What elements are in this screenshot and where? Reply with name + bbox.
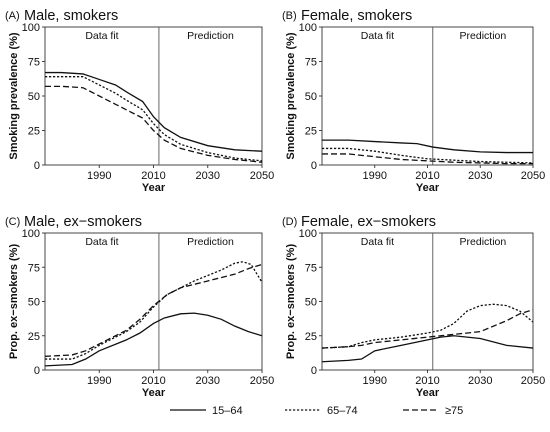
x-tick-label: 1990 xyxy=(363,170,387,182)
x-axis-title: Year xyxy=(142,387,166,399)
y-tick-label: 50 xyxy=(28,297,40,309)
series-line-solid xyxy=(45,71,262,152)
y-tick-label: 0 xyxy=(311,160,317,172)
x-axis-title: Year xyxy=(416,387,440,399)
y-axis-title: Prop. ex−smokers (%) xyxy=(285,244,297,360)
y-tick-label: 25 xyxy=(28,126,40,138)
series-line-solid xyxy=(322,335,533,363)
region-label-prediction: Prediction xyxy=(187,236,234,248)
x-tick-label: 2050 xyxy=(521,170,545,182)
x-tick-label: 2010 xyxy=(415,375,439,387)
panel-title: Male, smokers xyxy=(24,8,118,24)
y-tick-label: 75 xyxy=(305,57,317,69)
x-tick-label: 1990 xyxy=(363,375,387,387)
series-line-dotted xyxy=(322,303,533,349)
y-tick-label: 0 xyxy=(34,160,40,172)
y-tick-label: 0 xyxy=(34,365,40,377)
panel-title: Female, smokers xyxy=(301,8,412,24)
x-axis-title: Year xyxy=(416,182,440,194)
series-line-dotted xyxy=(45,261,262,360)
plot-frame xyxy=(321,232,534,371)
series-line-dotted xyxy=(322,147,533,164)
series-line-dashed xyxy=(45,85,262,163)
x-tick-label: 1990 xyxy=(87,170,111,182)
y-tick-label: 50 xyxy=(305,297,317,309)
legend-label: 15–64 xyxy=(212,405,243,417)
y-tick-label: 75 xyxy=(28,262,40,274)
x-tick-label: 2050 xyxy=(250,375,274,387)
plot-frame xyxy=(44,26,263,166)
series-line-dashed xyxy=(322,309,533,349)
x-tick-label: 2050 xyxy=(521,375,545,387)
y-axis-title: Prop. ex−smokers (%) xyxy=(8,244,20,360)
y-tick-label: 75 xyxy=(28,57,40,69)
legend: 15–64 65–74 ≥75 xyxy=(170,405,463,417)
y-tick-label: 50 xyxy=(305,91,317,103)
series-line-solid xyxy=(322,139,533,154)
x-tick-label: 2010 xyxy=(141,375,165,387)
panel-title: Female, ex−smokers xyxy=(301,214,436,230)
panel-2: (B) Female, smokers Data fit Prediction 0 25 5… xyxy=(282,8,545,194)
panel-4: (D) Female, ex−smokers Data fit Prediction 0… xyxy=(282,214,545,399)
series-line-dashed xyxy=(45,263,262,357)
y-tick-label: 50 xyxy=(28,91,40,103)
y-axis-title: Smoking prevalence (%) xyxy=(8,32,20,159)
y-tick-label: 100 xyxy=(299,22,317,34)
y-tick-label: 25 xyxy=(305,126,317,138)
region-label-prediction: Prediction xyxy=(460,30,507,42)
x-tick-label: 2010 xyxy=(415,170,439,182)
x-tick-label: 2030 xyxy=(196,170,220,182)
legend-label: 65–74 xyxy=(327,405,358,417)
y-tick-label: 100 xyxy=(22,228,40,240)
x-tick-label: 2030 xyxy=(196,375,220,387)
region-label-data-fit: Data fit xyxy=(361,30,394,42)
legend-label: ≥75 xyxy=(445,405,463,417)
y-tick-label: 75 xyxy=(305,262,317,274)
series-line-dotted xyxy=(45,76,262,162)
panel-letter: (C) xyxy=(5,216,20,228)
panel-title: Male, ex−smokers xyxy=(24,214,142,230)
y-tick-label: 100 xyxy=(299,228,317,240)
plot-frame xyxy=(321,26,534,166)
region-label-prediction: Prediction xyxy=(460,236,507,248)
x-tick-label: 2030 xyxy=(468,375,492,387)
x-tick-label: 2050 xyxy=(250,170,274,182)
x-tick-label: 1990 xyxy=(87,375,111,387)
plot-frame xyxy=(44,232,263,371)
region-label-data-fit: Data fit xyxy=(85,30,118,42)
panel-1: (A) Male, smokers Data fit Prediction 0 25 50 7… xyxy=(5,8,274,194)
y-tick-label: 25 xyxy=(305,331,317,343)
region-label-prediction: Prediction xyxy=(187,30,234,42)
x-axis-title: Year xyxy=(142,182,166,194)
panel-letter: (D) xyxy=(282,216,297,228)
x-tick-label: 2010 xyxy=(141,170,165,182)
x-tick-label: 2030 xyxy=(468,170,492,182)
series-line-dashed xyxy=(322,153,533,165)
y-axis-title: Smoking prevalence (%) xyxy=(285,32,297,159)
panel-letter: (A) xyxy=(5,10,20,22)
panel-letter: (B) xyxy=(282,10,297,22)
y-tick-label: 0 xyxy=(311,365,317,377)
panel-3: (C) Male, ex−smokers Data fit Prediction 0 25… xyxy=(5,214,274,399)
region-label-data-fit: Data fit xyxy=(85,236,118,248)
series-line-solid xyxy=(45,312,262,367)
y-tick-label: 100 xyxy=(22,22,40,34)
region-label-data-fit: Data fit xyxy=(361,236,394,248)
y-tick-label: 25 xyxy=(28,331,40,343)
